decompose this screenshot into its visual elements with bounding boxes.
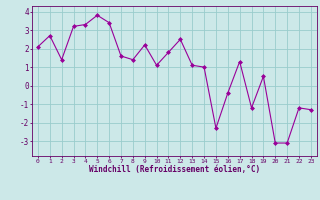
- X-axis label: Windchill (Refroidissement éolien,°C): Windchill (Refroidissement éolien,°C): [89, 165, 260, 174]
